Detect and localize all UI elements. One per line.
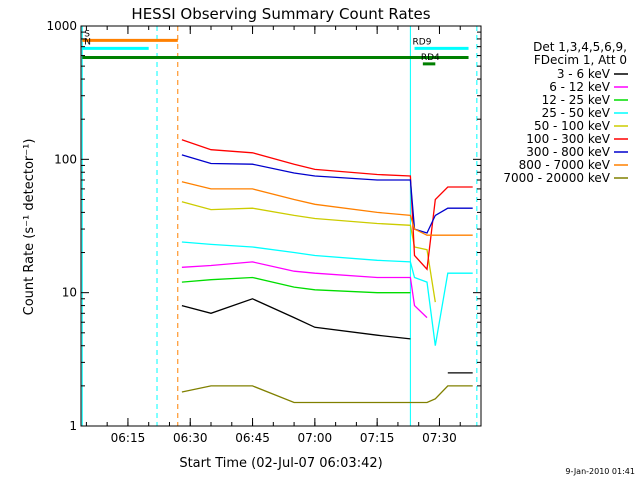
series-line: [181, 385, 473, 404]
x-tick-label: 07:15: [360, 431, 395, 445]
y-tick-label: 100: [54, 152, 77, 166]
x-tick-label: 06:15: [111, 431, 146, 445]
x-tick-label: 06:45: [235, 431, 270, 445]
legend-header-line-2: FDecim 1, Att 0: [534, 53, 627, 67]
series-line: [181, 276, 411, 294]
legend-label: 300 - 800 keV: [526, 145, 610, 159]
y-tick-label: 1000: [46, 19, 77, 33]
y-tick-label: 1: [69, 419, 77, 433]
flag-label: RD9: [413, 37, 432, 47]
flag-label: S: [84, 29, 90, 39]
legend-label: 7000 - 20000 keV: [503, 171, 610, 185]
x-axis-label: Start Time (02-Jul-07 06:03:42): [179, 456, 382, 471]
flag-label: N: [84, 37, 91, 47]
legend-label: 100 - 300 keV: [526, 132, 610, 146]
series-line: [181, 139, 473, 271]
x-tick-label: 06:30: [173, 431, 208, 445]
series-line: [181, 261, 428, 319]
x-tick-label: 07:30: [422, 431, 457, 445]
footer-date: 9-Jan-2010 01:41: [565, 467, 635, 476]
series-line: [181, 298, 411, 340]
chart-title: HESSI Observing Summary Count Rates: [131, 5, 430, 23]
series-line: [181, 241, 473, 346]
legend-label: 25 - 50 keV: [542, 106, 611, 120]
x-tick-label: 07:00: [298, 431, 333, 445]
legend-label: 50 - 100 keV: [534, 119, 611, 133]
legend-label: 800 - 7000 keV: [519, 158, 611, 172]
series-line: [181, 201, 436, 303]
legend-label: 6 - 12 keV: [549, 80, 611, 94]
legend-header-line-1: Det 1,3,4,5,6,9,: [533, 40, 627, 54]
series-line: [181, 181, 473, 236]
y-axis-label: Count Rate (s⁻¹ detector⁻¹): [22, 139, 37, 316]
series-line: [181, 154, 473, 234]
plot-frame: [80, 25, 482, 427]
legend-label: 3 - 6 keV: [557, 67, 611, 81]
legend-label: 12 - 25 keV: [542, 93, 611, 107]
flag-label: RD4: [421, 53, 440, 63]
y-tick-label: 10: [62, 286, 77, 300]
